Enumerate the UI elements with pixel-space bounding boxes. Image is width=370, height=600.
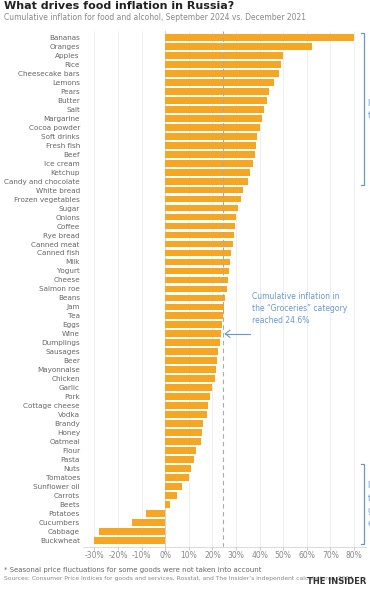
Bar (165, 178, 248, 185)
Bar (165, 106, 265, 113)
Bar (165, 447, 196, 454)
Bar (165, 196, 241, 202)
Bar (165, 88, 269, 95)
Bar (94, 537, 165, 544)
Text: Inflation higher
than average: Inflation higher than average (368, 98, 370, 120)
Bar (165, 456, 194, 463)
Bar (132, 519, 165, 526)
Bar (165, 313, 223, 319)
Bar (165, 43, 312, 50)
Bar (165, 385, 212, 391)
Bar (165, 97, 267, 104)
Bar (165, 402, 208, 409)
Bar (165, 277, 228, 283)
Bar (165, 187, 243, 193)
Bar (165, 429, 202, 436)
Bar (165, 349, 218, 355)
Bar (165, 394, 210, 400)
Bar (165, 438, 201, 445)
Text: Cumulative inflation for food and alcohol, September 2024 vs. December 2021: Cumulative inflation for food and alcoho… (4, 13, 306, 22)
Text: THE INSIDER: THE INSIDER (307, 577, 366, 586)
Text: Cumulative inflation in
the “Groceries” category
reached 24.6%: Cumulative inflation in the “Groceries” … (252, 292, 347, 325)
Bar (165, 160, 253, 167)
Bar (165, 259, 230, 265)
Bar (165, 115, 262, 122)
Bar (165, 214, 236, 220)
Bar (165, 367, 216, 373)
Bar (165, 358, 217, 364)
Bar (165, 322, 222, 328)
Bar (165, 142, 256, 149)
Text: * Seasonal price fluctuations for some goods were not taken into account: * Seasonal price fluctuations for some g… (4, 567, 261, 573)
Bar (165, 474, 189, 481)
Bar (165, 376, 215, 382)
Bar (165, 61, 281, 68)
Bar (165, 411, 206, 418)
Bar (165, 124, 260, 131)
Bar (165, 232, 234, 238)
Bar (165, 133, 257, 140)
Bar (147, 510, 165, 517)
Bar (165, 34, 354, 41)
Bar (165, 483, 182, 490)
Bar (165, 304, 224, 310)
Bar (165, 295, 225, 301)
Bar (165, 331, 221, 337)
Bar (165, 340, 219, 346)
Bar (165, 205, 238, 211)
Bar (165, 70, 279, 77)
Text: Inflation lower
than average, some
groceries cost
even less*: Inflation lower than average, some groce… (368, 481, 370, 528)
Bar (165, 465, 191, 472)
Bar (99, 528, 165, 535)
Bar (165, 501, 170, 508)
Bar (165, 169, 250, 176)
Bar (165, 286, 226, 292)
Bar (165, 52, 283, 59)
Bar (165, 241, 232, 247)
Bar (165, 151, 255, 158)
Bar (165, 268, 229, 274)
Text: Sources: Consumer Price Indices for goods and services, Rosstat, and The Insider: Sources: Consumer Price Indices for good… (4, 576, 353, 581)
Bar (165, 420, 203, 427)
Bar (165, 223, 235, 229)
Bar (165, 250, 231, 256)
Text: What drives food inflation in Russia?: What drives food inflation in Russia? (4, 1, 234, 11)
Bar (165, 492, 177, 499)
Bar (165, 79, 274, 86)
